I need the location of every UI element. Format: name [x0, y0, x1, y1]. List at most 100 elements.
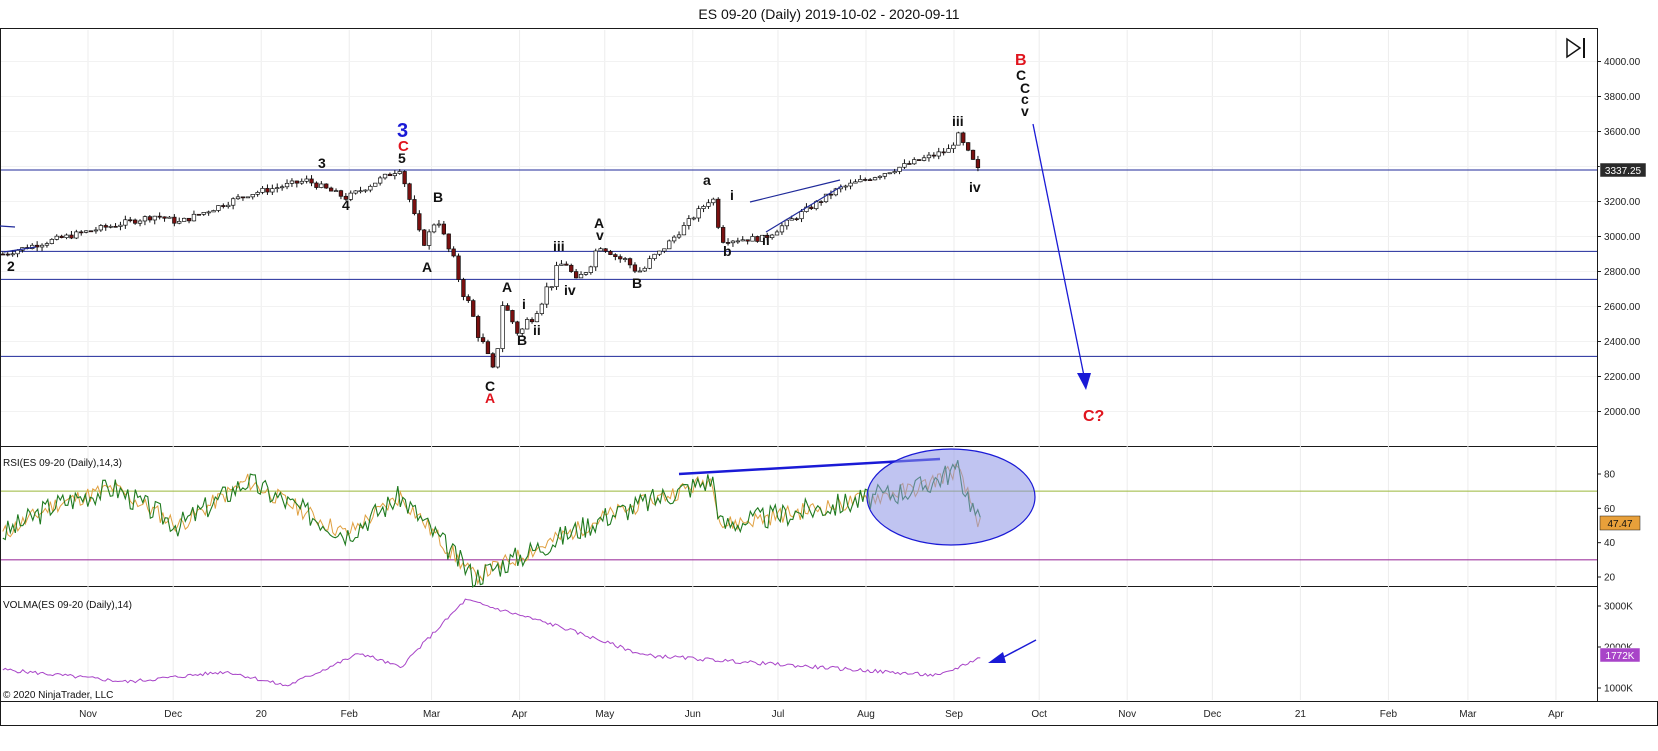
candle-body	[760, 234, 765, 242]
wave-label-v-stack: v	[1021, 103, 1029, 119]
volma-series	[2, 598, 981, 687]
volma-panel-label: VOLMA(ES 09-20 (Daily),14)	[3, 600, 132, 611]
volma-arrowhead	[988, 652, 1006, 663]
candle-body	[44, 243, 50, 246]
candle-body	[451, 248, 456, 257]
candle-body	[872, 177, 878, 181]
x-tick-label: May	[595, 709, 614, 720]
candle-body	[363, 189, 368, 192]
candle-body	[456, 255, 461, 280]
candle-body	[49, 239, 54, 244]
candle-body	[667, 240, 672, 250]
candle-body	[471, 300, 476, 317]
candle-body	[284, 182, 290, 188]
candle-body	[598, 248, 603, 252]
x-tick-label: Mar	[423, 709, 441, 720]
candle-body	[696, 208, 701, 219]
candle-body	[965, 142, 971, 151]
candle-body	[353, 190, 358, 194]
candle-body	[211, 210, 216, 213]
candle-body	[892, 171, 897, 174]
candle-body	[505, 305, 510, 311]
projection-arrow-line	[1032, 123, 1085, 377]
candle-body	[196, 213, 201, 216]
wave-label-B3: B	[632, 275, 642, 291]
candle-body	[559, 263, 564, 266]
projection-arrowhead	[1077, 373, 1091, 390]
wave-label-2: 2	[7, 258, 15, 274]
candle-body	[755, 236, 760, 242]
candle-body	[314, 182, 319, 188]
early-stub-line	[0, 225, 16, 228]
x-tick-label: Feb	[341, 709, 359, 720]
early-channel-line	[3, 246, 37, 253]
horizontal-levels	[1, 169, 1597, 357]
candle-body	[250, 194, 255, 198]
candle-body	[54, 235, 59, 240]
candle-body	[912, 159, 917, 165]
rsi-y-tick-label: 80	[1604, 470, 1616, 481]
wave-label-b: b	[723, 243, 732, 259]
candle-body	[88, 230, 94, 233]
candle-body	[358, 190, 363, 193]
candle-body	[221, 205, 226, 207]
candle-body	[799, 211, 804, 220]
candle-body	[260, 188, 265, 193]
wave-label-A2: A	[502, 279, 512, 295]
candle-body	[495, 348, 500, 368]
candle-body	[132, 219, 138, 224]
wave-label-A1: A	[422, 259, 432, 275]
rsi-line	[2, 460, 981, 588]
candle-body	[172, 216, 177, 224]
candle-body	[818, 201, 824, 203]
candle-body	[858, 179, 863, 183]
candle-body	[608, 251, 613, 255]
candle-body	[970, 149, 976, 160]
x-tick-label: Apr	[512, 709, 528, 720]
wave-label-C1: C	[485, 378, 495, 394]
candle-body	[480, 337, 486, 343]
candle-body	[765, 234, 770, 238]
price-y-tick-label: 2200.00	[1604, 372, 1641, 383]
rsi-highlight-ellipse	[866, 448, 1036, 546]
candle-body	[83, 230, 89, 233]
price-y-tick-label: 3600.00	[1604, 127, 1641, 138]
candle-body	[613, 254, 618, 257]
wave-label-iv2: iv	[969, 179, 981, 195]
rsi-y-tick-label: 20	[1604, 573, 1616, 584]
candle-body	[103, 225, 108, 228]
candle-body	[642, 267, 647, 272]
wave-label-3a: 3	[318, 155, 326, 171]
candle-body	[162, 216, 167, 219]
volma-line	[2, 598, 981, 687]
candle-body	[956, 132, 961, 146]
candle-body	[304, 178, 309, 182]
x-tick-label: Dec	[164, 709, 182, 720]
candle-body	[716, 198, 721, 228]
candle-body	[789, 218, 794, 221]
skip-to-end-icon[interactable]	[1566, 37, 1585, 59]
candle-body	[181, 217, 187, 222]
candle-body	[436, 223, 442, 226]
candle-body	[529, 319, 535, 323]
candle-body	[975, 159, 981, 169]
candle-body	[407, 183, 412, 200]
candle-body	[735, 240, 740, 243]
candle-body	[671, 236, 677, 242]
wave-label-4: 4	[342, 197, 350, 213]
candle-body	[603, 248, 608, 252]
wave-label-A-red: A	[485, 390, 495, 406]
candle-body	[916, 159, 922, 161]
candle-body	[402, 171, 407, 185]
price-y-tick-label: 2400.00	[1604, 337, 1641, 348]
candle-body	[431, 224, 437, 233]
wave-label-big-3: 3	[397, 120, 408, 142]
candle-body	[510, 310, 515, 323]
candle-body	[319, 183, 324, 188]
candle-body	[490, 353, 495, 368]
candle-body	[461, 279, 466, 297]
candle-body	[64, 234, 69, 239]
candle-body	[882, 173, 887, 177]
candle-body	[740, 239, 745, 242]
wave-label-C-question: C?	[1083, 408, 1104, 425]
